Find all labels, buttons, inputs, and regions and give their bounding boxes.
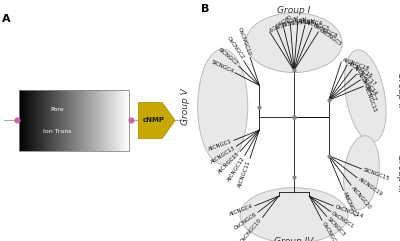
Text: Ion Trans: Ion Trans: [43, 129, 72, 134]
Text: AtCNGC14: AtCNGC14: [356, 71, 379, 96]
Point: [128, 119, 134, 122]
Text: OsCNGC2: OsCNGC2: [226, 36, 245, 60]
Point: [256, 105, 262, 108]
Text: AtCNGC18: AtCNGC18: [341, 57, 370, 72]
Text: OsCNGC8: OsCNGC8: [312, 23, 338, 39]
Text: SlCNGC4: SlCNGC4: [210, 59, 234, 74]
Text: MdCNGC2: MdCNGC2: [342, 192, 358, 219]
Text: OsCNGC6: OsCNGC6: [233, 211, 258, 231]
Ellipse shape: [246, 13, 342, 73]
Text: A: A: [2, 14, 11, 24]
Point: [14, 119, 20, 122]
Text: AtCNGC19: AtCNGC19: [358, 177, 384, 198]
Text: cNMP: cNMP: [143, 118, 165, 123]
Text: OsCNGC16: OsCNGC16: [321, 221, 340, 241]
Text: AtCNGC4: AtCNGC4: [298, 19, 323, 26]
Ellipse shape: [198, 49, 248, 164]
Text: SlCNGC2: SlCNGC2: [217, 47, 239, 67]
Text: SlCNGC3: SlCNGC3: [326, 216, 346, 237]
Ellipse shape: [344, 136, 379, 210]
Point: [326, 98, 332, 102]
Ellipse shape: [344, 50, 386, 142]
Text: AtCNGC15: AtCNGC15: [363, 85, 378, 113]
Point: [291, 68, 297, 72]
Text: OsCNGC1: OsCNGC1: [330, 211, 356, 229]
Text: AtCNGC12: AtCNGC12: [226, 156, 246, 183]
Text: OsCNGC14: OsCNGC14: [334, 204, 364, 219]
Text: AtCNGC16: AtCNGC16: [347, 61, 374, 79]
Point: [291, 175, 297, 179]
Text: AtCNGC5: AtCNGC5: [290, 16, 315, 24]
Text: OsCNGC5: OsCNGC5: [318, 28, 343, 47]
Polygon shape: [138, 103, 175, 138]
Text: B: B: [202, 4, 210, 14]
Text: AtCNGC9: AtCNGC9: [274, 13, 299, 28]
Text: Group IV: Group IV: [274, 237, 314, 241]
Text: AtCNGC17: AtCNGC17: [352, 65, 377, 87]
Text: OsCNGC10: OsCNGC10: [237, 26, 252, 56]
Text: AtCNGC4: AtCNGC4: [229, 204, 254, 217]
Bar: [19, 90, 129, 151]
Text: Group V: Group V: [181, 88, 190, 125]
Text: Group II: Group II: [396, 72, 400, 107]
Text: AtCNGC11: AtCNGC11: [237, 159, 252, 188]
Point: [291, 115, 297, 119]
Text: AtCNGC13: AtCNGC13: [210, 145, 236, 165]
Text: Group III: Group III: [396, 154, 400, 192]
Text: Pore: Pore: [50, 107, 64, 112]
Text: AtCNGC3: AtCNGC3: [305, 20, 330, 32]
Point: [326, 154, 332, 158]
Text: SlCNGC15: SlCNGC15: [363, 167, 390, 181]
Text: OsCNGC10: OsCNGC10: [240, 217, 263, 241]
Text: AtCNGC6: AtCNGC6: [282, 14, 307, 25]
Text: AtCNGC1: AtCNGC1: [208, 139, 233, 152]
Text: OsCNGC9: OsCNGC9: [267, 13, 292, 32]
Text: AtCNGC15: AtCNGC15: [217, 151, 241, 175]
Text: AtCNGC20: AtCNGC20: [350, 186, 373, 211]
Text: OsCNGC7: OsCNGC7: [360, 77, 378, 103]
Text: Group I: Group I: [277, 7, 311, 15]
Ellipse shape: [240, 188, 348, 241]
